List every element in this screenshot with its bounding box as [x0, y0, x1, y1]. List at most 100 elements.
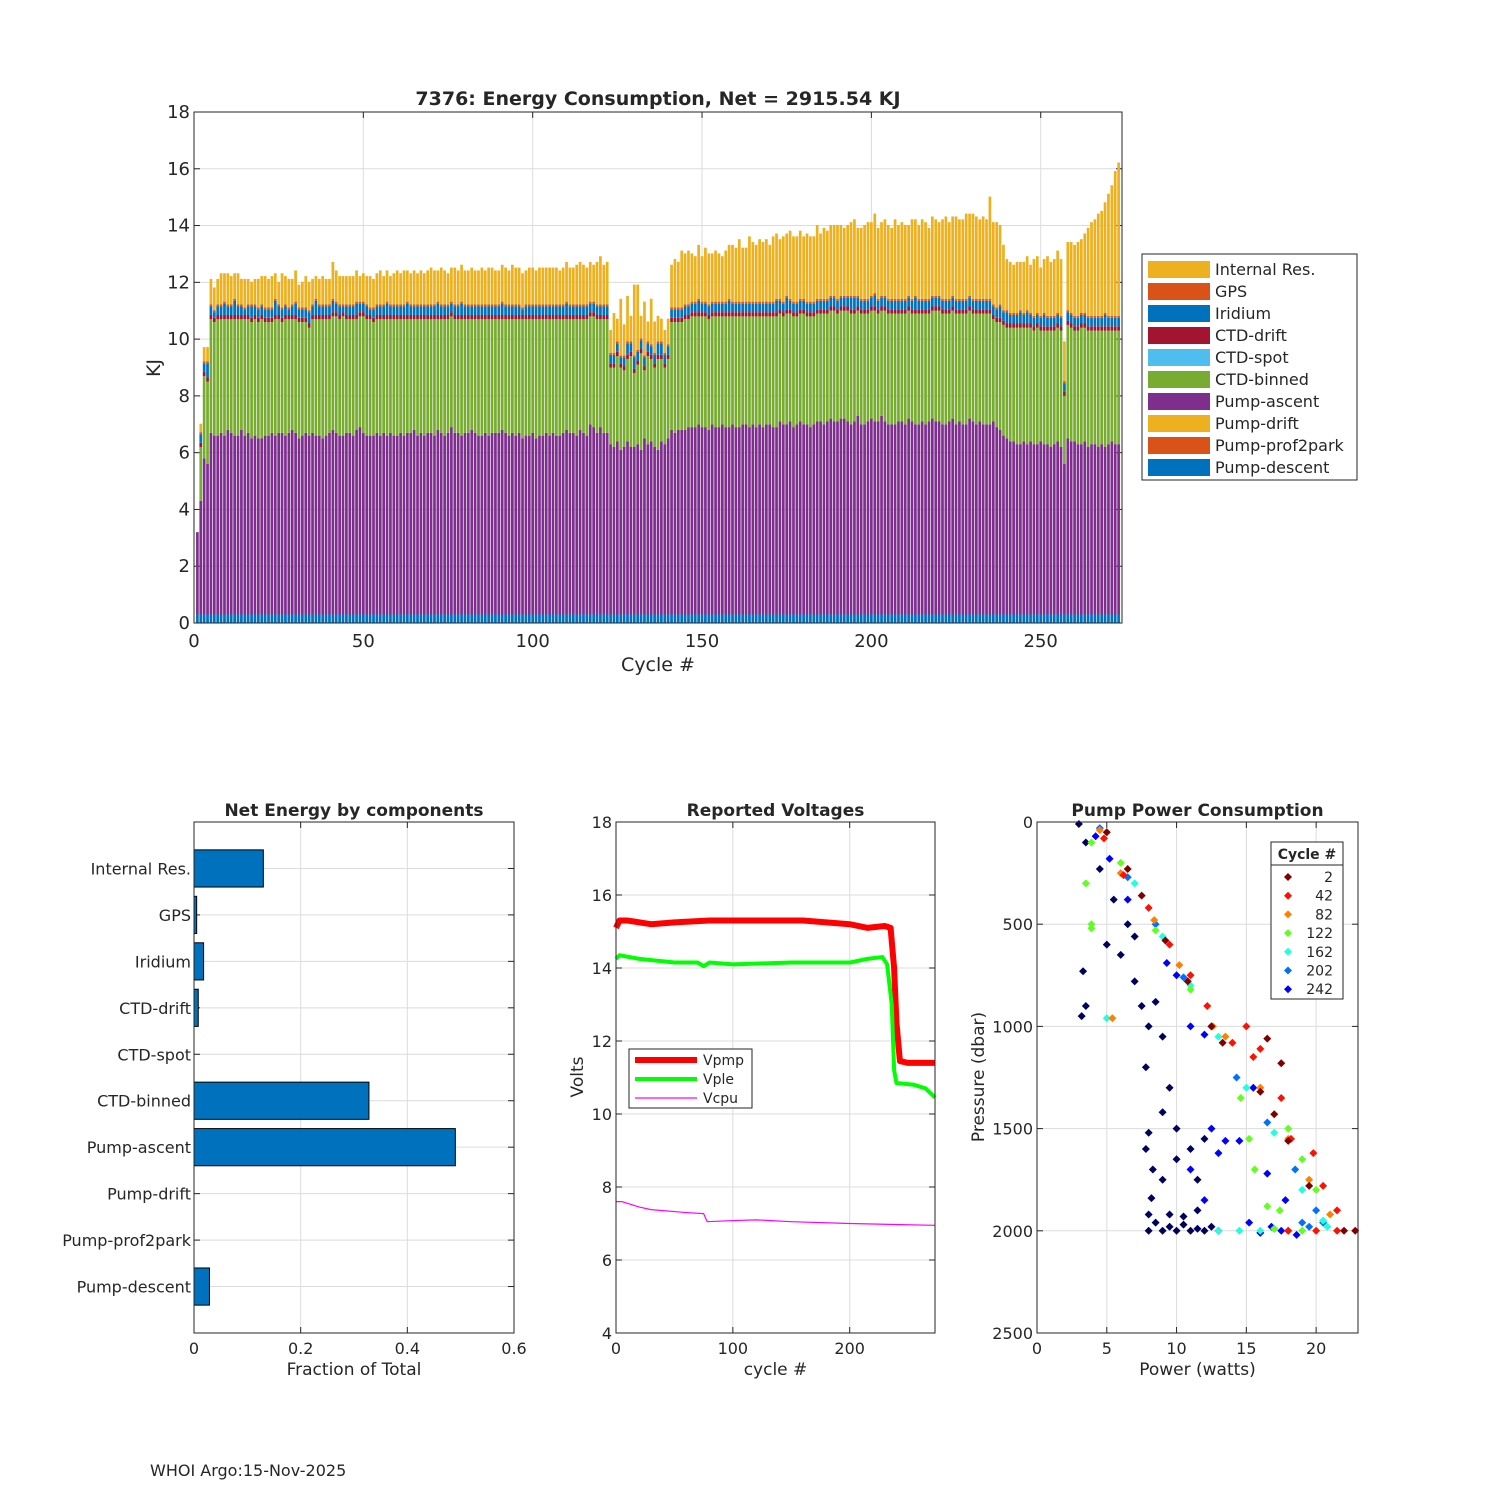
- bar-segment-ctd-binned: [348, 319, 352, 433]
- bar-segment-gps: [775, 298, 778, 301]
- bar-segment-internal-res-: [1029, 264, 1032, 313]
- bar-segment-pump-ascent: [456, 432, 460, 615]
- bar-segment-pump-descent: [914, 614, 917, 623]
- legend-label: Pump-drift: [1215, 414, 1299, 433]
- bar-segment-gps: [653, 352, 656, 355]
- category-label: CTD-drift: [119, 999, 191, 1018]
- bar-segment-pump-ascent: [1066, 438, 1070, 615]
- bar-segment-iridium: [372, 309, 375, 318]
- legend-item: Iridium: [1148, 304, 1271, 323]
- bar-segment-ctd-drift: [771, 312, 775, 317]
- bar-segment-pump-ascent: [1019, 444, 1022, 615]
- bar-segment-pump-descent: [1029, 614, 1032, 623]
- bar-segment-pump-descent: [937, 614, 941, 623]
- fraction-bar: [193, 1081, 370, 1120]
- bar-segment-pump-ascent: [690, 427, 694, 615]
- bar-segment-ctd-binned: [1029, 327, 1032, 442]
- bar-segment-gps: [273, 298, 277, 301]
- bar-segment-pump-descent: [1035, 614, 1039, 623]
- scatter-point: [1137, 1001, 1146, 1010]
- bar-segment-pump-ascent: [978, 421, 982, 615]
- bar-segment-ctd-drift: [734, 312, 738, 317]
- bar-segment-ctd-binned: [822, 313, 826, 425]
- x-tick-label: 250: [1024, 631, 1058, 652]
- x-axis-label: Power (watts): [1139, 1360, 1256, 1380]
- bar-segment-ctd-drift: [822, 309, 826, 314]
- bar-segment-pump-descent: [511, 614, 514, 623]
- bar-segment-ctd-drift: [439, 314, 443, 320]
- bar-segment-ctd-drift: [785, 309, 789, 314]
- bar-segment-internal-res-: [351, 276, 355, 305]
- bar-segment-pump-ascent: [1103, 446, 1107, 615]
- bar-segment-internal-res-: [582, 264, 585, 305]
- bar-segment-ctd-binned: [687, 319, 690, 428]
- bar-segment-ctd-binned: [477, 319, 480, 436]
- bar-segment-pump-ascent: [263, 435, 267, 615]
- bar-segment-internal-res-: [240, 278, 243, 305]
- scatter-point: [1319, 1216, 1328, 1225]
- bar-segment-ctd-drift: [924, 309, 927, 314]
- bar-segment-pump-descent: [941, 614, 944, 623]
- bar-segment-iridium: [1080, 314, 1083, 324]
- bar-segment-iridium: [758, 303, 761, 313]
- bar-segment-pump-ascent: [1056, 441, 1060, 615]
- bar-segment-gps: [968, 295, 971, 298]
- bar-segment-internal-res-: [443, 270, 446, 305]
- bar-segment-pump-ascent: [575, 435, 579, 615]
- bar-segment-pump-ascent: [426, 432, 430, 615]
- bar-segment-pump-descent: [632, 614, 636, 623]
- bar-segment-ctd-drift: [639, 349, 643, 354]
- bar-segment-pump-ascent: [842, 418, 846, 615]
- bar-segment-ctd-binned: [632, 373, 636, 447]
- bar-segment-ctd-binned: [1025, 327, 1029, 445]
- bar-segment-pump-ascent: [1049, 446, 1053, 615]
- y-tick-label: 1500: [992, 1120, 1033, 1139]
- bar-segment-pump-ascent: [517, 432, 521, 615]
- bar-segment-ctd-drift: [741, 312, 745, 317]
- bar-segment-ctd-binned: [229, 319, 233, 433]
- bar-segment-internal-res-: [372, 278, 375, 308]
- bar-segment-pump-descent: [395, 614, 399, 623]
- bar-segment-ctd-drift: [914, 309, 917, 314]
- bar-segment-ctd-drift: [839, 306, 843, 311]
- bar-segment-ctd-drift: [1049, 326, 1053, 331]
- bar-segment-internal-res-: [358, 276, 362, 302]
- bar-segment-ctd-binned: [1086, 330, 1090, 447]
- scatter-point: [1200, 1134, 1209, 1143]
- bar-segment-pump-ascent: [1035, 444, 1039, 615]
- bar-segment-iridium: [825, 300, 829, 310]
- bar-segment-pump-descent: [988, 614, 992, 623]
- bar-segment-gps: [246, 304, 250, 307]
- bar-segment-ctd-binned: [619, 367, 623, 450]
- bar-segment-iridium: [897, 300, 900, 310]
- scatter-point: [1179, 973, 1188, 982]
- bar-segment-gps: [842, 295, 846, 298]
- bar-segment-ctd-binned: [270, 322, 274, 433]
- bar-segment-pump-ascent: [846, 421, 850, 615]
- bar-segment-pump-ascent: [744, 424, 748, 615]
- bar-segment-iridium: [886, 300, 890, 310]
- bar-segment-pump-descent: [588, 614, 592, 623]
- bar-segment-gps: [433, 304, 436, 307]
- bar-segment-ctd-drift: [450, 312, 453, 317]
- bar-segment-internal-res-: [250, 281, 253, 305]
- bar-segment-internal-res-: [815, 224, 819, 299]
- bar-segment-pump-ascent: [565, 429, 568, 615]
- bar-segment-internal-res-: [287, 278, 291, 308]
- bar-segment-ctd-binned: [1073, 330, 1076, 442]
- bar-segment-pump-descent: [280, 614, 284, 623]
- bar-segment-gps: [792, 301, 795, 304]
- bar-segment-ctd-drift: [487, 314, 491, 320]
- bar-segment-pump-ascent: [626, 441, 629, 615]
- bar-segment-pump-descent: [483, 614, 487, 623]
- scatter-point: [1277, 1059, 1286, 1068]
- bar-segment-pump-descent: [287, 614, 291, 623]
- scatter-point: [1333, 1226, 1342, 1235]
- bar-segment-iridium: [487, 306, 491, 315]
- bar-segment-gps: [456, 304, 460, 307]
- bar-segment-iridium: [853, 297, 856, 310]
- bar-segment-iridium: [470, 306, 474, 315]
- bar-segment-iridium: [463, 306, 467, 315]
- bar-segment-pump-ascent: [951, 418, 955, 615]
- bar-segment-internal-res-: [819, 233, 822, 299]
